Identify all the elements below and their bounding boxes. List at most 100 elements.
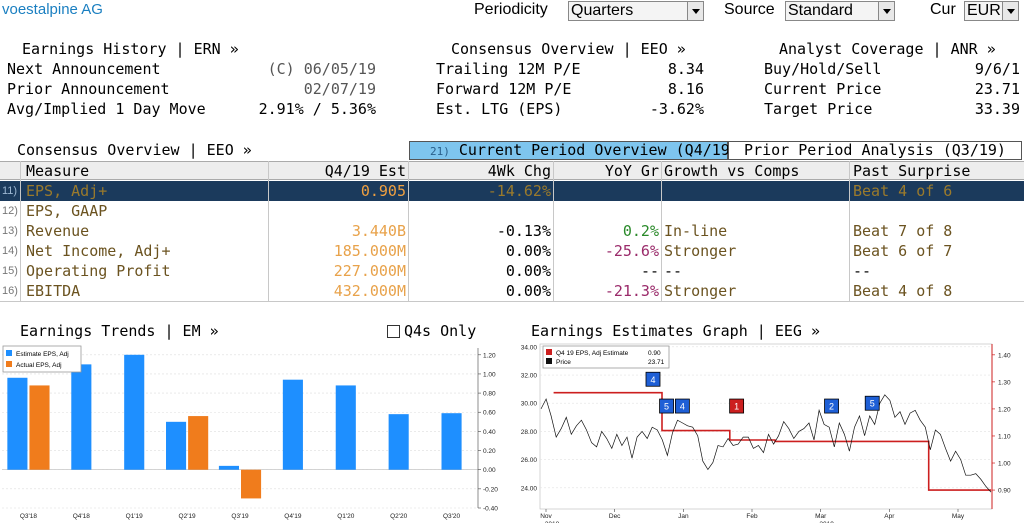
table-row[interactable]: 15) Operating Profit 227.000M 0.00% -- -… [0, 261, 1024, 281]
row-est: 227.000M [333, 262, 406, 280]
bar-estimate[interactable] [124, 354, 145, 470]
buy-hold-sell-label: Buy/Hold/Sell [764, 60, 882, 78]
x-tick-label: Q4'19 [284, 513, 302, 520]
legend-swatch-actual [6, 361, 12, 367]
row-number: 13) [2, 225, 18, 237]
y-tick-label: -0.20 [483, 486, 498, 493]
table-row[interactable]: 11) EPS, Adj+ 0.905 -14.62% Beat 4 of 6 [0, 181, 1024, 201]
legend-box [2, 345, 82, 373]
column-divider [553, 161, 554, 301]
event-marker[interactable] [674, 398, 690, 414]
event-marker[interactable] [864, 395, 880, 411]
col-4wk-chg[interactable]: 4Wk Chg [487, 162, 551, 180]
checkbox-icon[interactable] [387, 325, 400, 338]
table-row[interactable]: 13) Revenue 3.440B -0.13% 0.2% In-line B… [0, 221, 1024, 241]
tab-current-period[interactable]: 21) Current Period Overview (Q4/19) [409, 141, 739, 160]
row-measure: EPS, Adj+ [26, 182, 108, 200]
x-tick-year-label: 2019 [819, 521, 834, 523]
consensus-table-link[interactable]: Consensus Overview | EEO » [17, 141, 252, 159]
right-y-tick-label: 1.10 [998, 433, 1011, 440]
target-price-label: Target Price [764, 100, 873, 118]
col-yoy-gr[interactable]: YoY Gr [604, 162, 659, 180]
trailing-pe-value: 8.34 [667, 60, 704, 78]
col-growth-vs-comps[interactable]: Growth vs Comps [664, 162, 800, 180]
prior-announcement-label: Prior Announcement [7, 80, 170, 98]
table-row[interactable]: 12) EPS, GAAP [0, 201, 1024, 221]
col-past-surprise[interactable]: Past Surprise [853, 162, 971, 180]
legend-swatch-estimate [6, 350, 12, 356]
bar-estimate[interactable] [388, 414, 409, 470]
y-tick-label: -0.40 [483, 506, 498, 513]
bar-actual[interactable] [29, 385, 50, 470]
column-divider [661, 161, 662, 301]
chevron-down-icon[interactable] [878, 2, 894, 20]
est-ltg-value: -3.62% [649, 100, 704, 118]
bar-actual[interactable] [241, 469, 262, 499]
col-est[interactable]: Q4/19 Est [324, 162, 406, 180]
right-y-tick-label: 1.30 [998, 379, 1011, 386]
avg-move-value: 2.91% / 5.36% [258, 100, 376, 118]
row-number: 11) [2, 185, 18, 197]
table-row[interactable]: 14) Net Income, Adj+ 185.000M 0.00% -25.… [0, 241, 1024, 261]
bar-estimate[interactable] [335, 385, 356, 470]
x-tick-label: Jan [678, 513, 689, 520]
analyst-coverage-link[interactable]: Analyst Coverage | ANR » [779, 40, 996, 58]
row-yoy: 0.2% [622, 222, 659, 240]
row-comps: Stronger [664, 282, 737, 300]
event-marker[interactable] [824, 398, 839, 414]
bar-estimate[interactable] [218, 465, 239, 470]
chevron-down-icon[interactable] [1002, 2, 1018, 20]
x-tick-label: Q1'20 [337, 513, 355, 520]
q4s-only-checkbox[interactable]: Q4s Only [387, 322, 476, 340]
left-y-tick-label: 32.00 [521, 373, 538, 380]
column-divider [268, 161, 269, 301]
event-marker[interactable] [729, 398, 745, 414]
bar-estimate[interactable] [166, 421, 187, 470]
earnings-graph-link[interactable]: Earnings Estimates Graph | EEG » [531, 322, 820, 340]
bar-estimate[interactable] [282, 379, 303, 470]
col-measure[interactable]: Measure [26, 162, 90, 180]
event-marker[interactable] [645, 371, 661, 387]
currency-value: EUR [967, 2, 1001, 19]
y-tick-label: 0.60 [483, 410, 496, 417]
row-number: 15) [2, 265, 18, 277]
bar-estimate[interactable] [71, 364, 92, 470]
row-surprise: Beat 7 of 8 [853, 222, 953, 240]
x-tick-label: Q2'19 [179, 513, 197, 520]
row-measure: EBITDA [26, 282, 81, 300]
table-row[interactable]: 16) EBITDA 432.000M 0.00% -21.3% Stronge… [0, 281, 1024, 301]
row-est: 0.905 [360, 182, 406, 200]
currency-select[interactable]: EUR [964, 1, 1019, 21]
event-marker-label: 4 [680, 402, 685, 412]
chevron-down-icon[interactable] [687, 2, 703, 20]
earnings-trends-link[interactable]: Earnings Trends | EM » [20, 322, 219, 340]
left-y-tick-label: 28.00 [521, 429, 538, 436]
y-tick-label: 0.80 [483, 391, 496, 398]
earnings-trends-chart: 1.20 1.00 0.80 0.60 0.40 0.20 0.00 -0.20 -0.40 Q… [2, 345, 498, 520]
bar-estimate[interactable] [7, 377, 28, 470]
x-tick-label: Dec [609, 513, 621, 520]
source-select[interactable]: Standard [785, 1, 895, 21]
row-est: 185.000M [333, 242, 406, 260]
bar-actual[interactable] [188, 416, 209, 470]
row-surprise: Beat 4 of 8 [853, 282, 953, 300]
event-marker[interactable] [659, 398, 674, 414]
periodicity-value: Quarters [571, 2, 634, 19]
consensus-overview-link[interactable]: Consensus Overview | EEO » [451, 40, 686, 58]
legend-label-estimate: Estimate EPS, Adj [16, 351, 69, 358]
source-value: Standard [788, 2, 853, 19]
price-line [540, 394, 992, 493]
forward-pe-label: Forward 12M P/E [436, 80, 572, 98]
tab-prior-period[interactable]: Prior Period Analysis (Q3/19) [728, 141, 1022, 160]
row-measure: Operating Profit [26, 262, 171, 280]
legend-label-estimate: Q4 19 EPS, Adj Estimate [556, 350, 629, 357]
bar-estimate[interactable] [441, 413, 462, 470]
earnings-estimates-chart: 4 5 4 1 2 5 34.00 32.00 30.00 28.00 26.00 24.00 1.… [521, 343, 1011, 523]
right-y-tick-label: 1.20 [998, 406, 1011, 413]
x-tick-label: Q1'19 [126, 513, 144, 520]
earnings-history-link[interactable]: Earnings History | ERN » [22, 40, 239, 58]
periodicity-select[interactable]: Quarters [568, 1, 704, 21]
current-price-value: 23.71 [974, 80, 1020, 98]
event-marker-label: 2 [829, 402, 834, 412]
right-y-tick-label: 1.40 [998, 352, 1011, 359]
